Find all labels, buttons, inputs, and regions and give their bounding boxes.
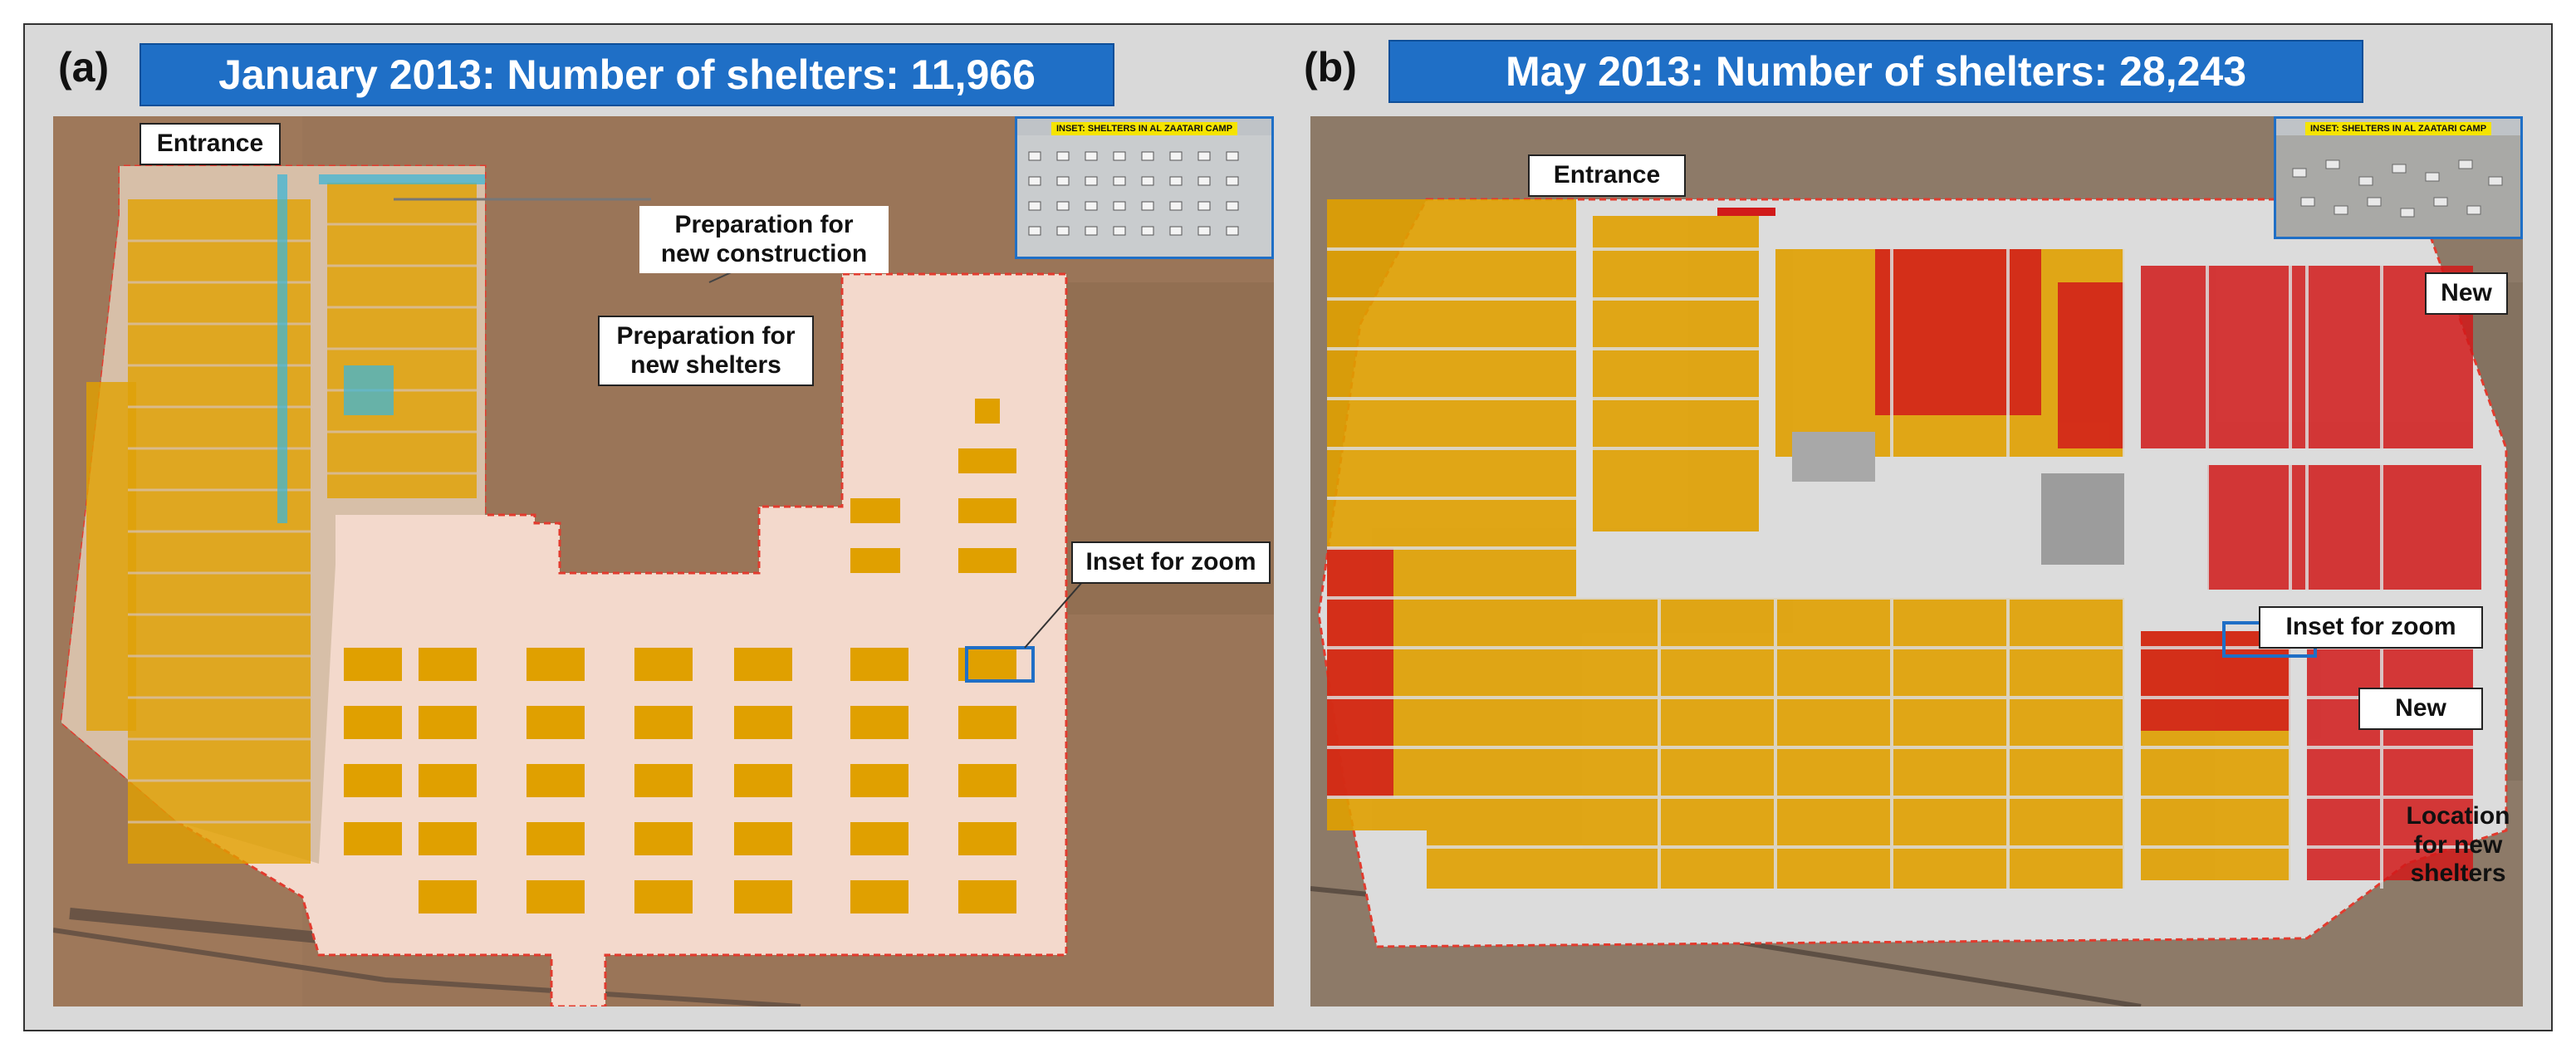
panel-b-banner: May 2013: Number of shelters: 28,243 <box>1388 40 2363 103</box>
panel-b-entrance-label: Entrance <box>1528 154 1686 197</box>
panel-b-new-top-label: New <box>2425 272 2508 315</box>
panel-a-entrance-label: Entrance <box>140 123 281 165</box>
panel-a-inset-title: INSET: SHELTERS IN AL ZAATARI CAMP <box>1050 122 1238 135</box>
panel-b-location-new-label: Location for new shelters <box>2406 802 2510 887</box>
panel-a-inset: INSET: SHELTERS IN AL ZAATARI CAMP <box>1015 116 1274 259</box>
panel-a-letter: (a) <box>58 44 110 91</box>
panel-b-inset: INSET: SHELTERS IN AL ZAATARI CAMP <box>2274 116 2523 239</box>
panel-b-inset-zoom-label: Inset for zoom <box>2259 606 2483 649</box>
panel-b-map <box>1310 116 2523 1006</box>
panel-b-image <box>1310 116 2523 1006</box>
panel-a-inset-image <box>1017 135 1271 257</box>
panel-b-inset-title: INSET: SHELTERS IN AL ZAATARI CAMP <box>2304 122 2492 135</box>
panel-b-new-mid-label: New <box>2358 688 2483 730</box>
panel-b-letter: (b) <box>1304 44 1357 91</box>
panel-a-prep-shelters-label: Preparation for new shelters <box>598 316 814 386</box>
panel-a-inset-zoom-label: Inset for zoom <box>1071 541 1271 584</box>
panel-b-inset-image <box>2276 135 2520 237</box>
panel-a-banner: January 2013: Number of shelters: 11,966 <box>140 43 1114 106</box>
panel-a-prep-construction-label: Preparation for new construction <box>639 206 889 273</box>
